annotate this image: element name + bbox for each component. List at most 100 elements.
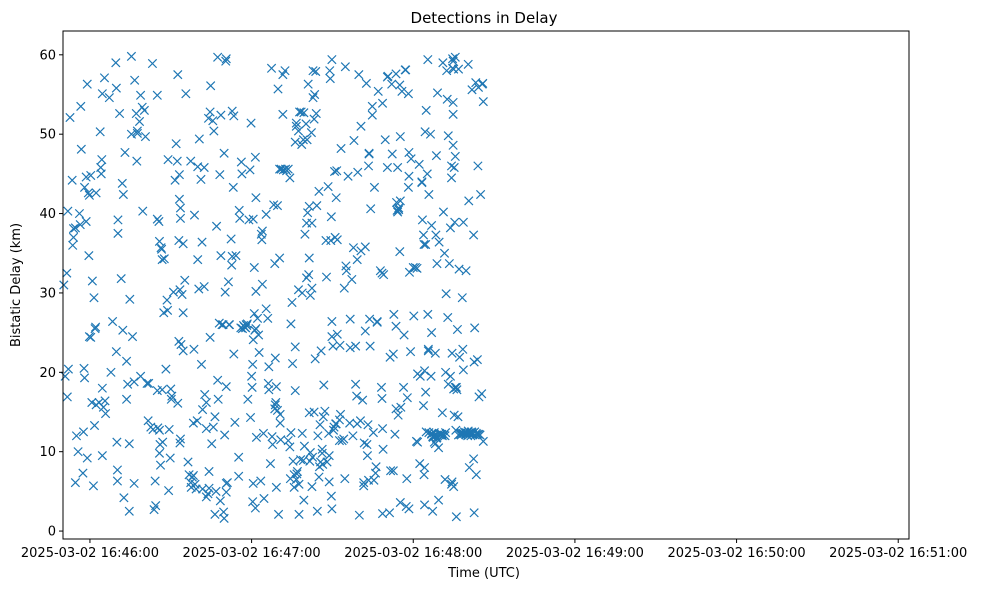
data-point xyxy=(111,347,121,357)
data-point xyxy=(242,320,252,331)
data-point xyxy=(117,178,127,189)
data-point xyxy=(91,188,101,198)
data-point xyxy=(242,319,252,329)
data-point xyxy=(324,428,334,439)
data-point xyxy=(176,339,186,350)
data-point xyxy=(441,289,451,299)
data-point xyxy=(186,156,196,166)
data-point xyxy=(228,182,238,192)
data-point xyxy=(419,462,430,473)
data-point xyxy=(319,380,329,390)
data-point xyxy=(90,324,100,334)
data-point xyxy=(271,397,281,408)
data-point xyxy=(357,395,368,405)
data-point xyxy=(384,508,395,518)
data-point xyxy=(457,293,467,303)
data-point xyxy=(210,412,220,422)
data-point xyxy=(317,448,327,458)
data-point xyxy=(127,331,138,342)
data-point xyxy=(339,434,349,444)
data-point xyxy=(415,458,425,469)
x-axis-ticks: 2025-03-02 16:46:00 2025-03-02 16:47:00 20… xyxy=(21,539,967,561)
data-point xyxy=(251,324,261,334)
data-point xyxy=(79,373,90,383)
data-point xyxy=(86,170,96,181)
data-point xyxy=(251,193,261,203)
data-point xyxy=(280,66,290,76)
data-point xyxy=(451,382,461,393)
data-point xyxy=(230,417,240,427)
data-point xyxy=(378,270,389,280)
data-point xyxy=(205,332,215,343)
data-point xyxy=(271,381,282,392)
data-point xyxy=(300,229,310,239)
data-point xyxy=(175,434,186,444)
data-point xyxy=(458,365,468,375)
data-point xyxy=(267,431,277,442)
data-point xyxy=(263,313,273,323)
data-point xyxy=(306,127,317,138)
data-point xyxy=(360,326,370,336)
data-point xyxy=(172,156,182,166)
data-point xyxy=(229,111,239,121)
data-point xyxy=(235,213,245,223)
data-point xyxy=(154,448,165,458)
data-point xyxy=(442,94,452,104)
data-point xyxy=(335,409,346,420)
data-point xyxy=(273,84,283,94)
data-point xyxy=(162,305,173,316)
data-point xyxy=(147,58,158,69)
data-point xyxy=(403,182,414,192)
data-point xyxy=(219,513,229,523)
data-point xyxy=(273,509,284,520)
data-point xyxy=(425,129,436,139)
data-point xyxy=(265,458,276,469)
data-point xyxy=(234,471,244,481)
y-tick-label: 10 xyxy=(39,445,56,460)
data-point xyxy=(245,412,256,423)
data-point xyxy=(395,131,405,142)
data-point xyxy=(361,78,371,89)
data-point xyxy=(412,437,423,447)
data-point xyxy=(443,312,453,323)
data-point xyxy=(329,166,340,177)
data-point xyxy=(296,455,306,465)
data-point xyxy=(236,157,246,167)
x-tick-label: 2025-03-02 16:50:00 xyxy=(668,546,806,561)
data-point xyxy=(302,135,312,145)
data-point xyxy=(219,148,229,158)
data-point xyxy=(78,427,89,437)
data-point xyxy=(63,206,73,216)
data-point xyxy=(221,381,231,392)
data-point xyxy=(371,462,381,472)
data-point xyxy=(139,105,149,115)
data-point xyxy=(450,151,460,162)
data-point xyxy=(422,169,432,179)
data-point xyxy=(454,352,465,362)
data-point xyxy=(417,215,428,225)
data-point xyxy=(283,164,293,174)
data-point xyxy=(442,66,452,76)
data-point xyxy=(207,439,217,449)
data-point xyxy=(478,97,488,107)
data-point xyxy=(309,114,319,124)
data-point xyxy=(331,193,341,203)
data-point xyxy=(213,375,223,385)
data-point xyxy=(95,127,105,137)
data-point xyxy=(118,325,128,335)
data-point xyxy=(90,322,101,332)
data-point xyxy=(401,65,411,75)
data-point xyxy=(359,438,369,448)
data-point xyxy=(254,347,264,358)
data-point xyxy=(297,428,307,439)
data-point xyxy=(360,242,370,252)
data-point xyxy=(174,194,185,204)
data-point xyxy=(321,272,332,282)
data-point xyxy=(140,131,151,142)
data-point xyxy=(440,431,450,441)
data-point xyxy=(327,331,337,342)
data-point xyxy=(261,304,271,314)
data-point xyxy=(196,359,207,369)
data-point xyxy=(464,196,474,206)
data-point xyxy=(274,253,285,263)
